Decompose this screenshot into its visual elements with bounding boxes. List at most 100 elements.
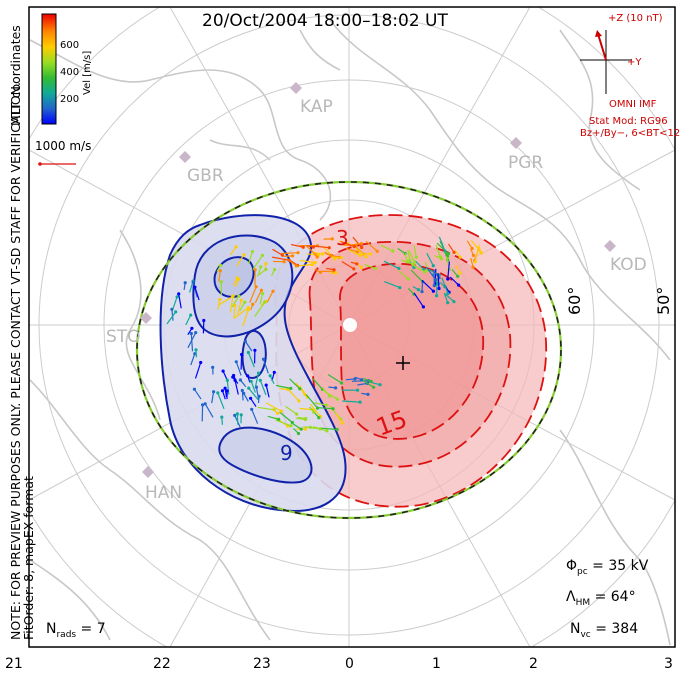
velocity-vector-origin <box>201 403 205 407</box>
velocity-vector <box>449 276 460 286</box>
velocity-vector-origin <box>334 271 338 275</box>
velocity-vector <box>259 293 264 305</box>
velocity-vector-origin <box>303 427 308 431</box>
velocity-vector-origin <box>457 283 461 287</box>
velocity-vector <box>351 243 362 246</box>
velocity-vector-origin <box>479 251 483 255</box>
velocity-vector-origin <box>246 350 250 355</box>
velocity-vector-origin <box>212 390 216 394</box>
velocity-vector-origin <box>189 313 193 317</box>
velocity-vector <box>357 382 368 386</box>
velocity-vector <box>226 380 230 395</box>
velocity-vector-origin <box>192 387 196 391</box>
velocity-vector-origin <box>282 260 286 264</box>
velocity-vector <box>262 359 269 374</box>
velocity-vector-origin <box>233 303 237 308</box>
velocity-vector <box>259 380 267 396</box>
velocity-vector-origin <box>243 300 247 304</box>
velocity-vector <box>413 245 417 258</box>
velocity-vector-origin <box>219 263 223 267</box>
pole-cross <box>396 356 410 370</box>
velocity-vector <box>410 269 424 283</box>
velocity-vector-origin <box>446 252 450 256</box>
velocity-vector <box>290 243 304 248</box>
velocity-vector <box>249 286 257 303</box>
velocity-vector-origin <box>339 381 344 385</box>
velocity-vector-origin <box>329 253 333 258</box>
velocity-vector-origin <box>294 264 298 268</box>
velocity-vector-origin <box>231 375 235 379</box>
velocity-vector-origin <box>295 412 299 416</box>
velocity-vector <box>178 293 182 309</box>
velocity-vector <box>329 405 342 420</box>
lat-label-60: 60° <box>565 287 584 315</box>
velocity-vector-origin <box>324 403 328 407</box>
colorbar-tick-600: 600 <box>60 40 79 51</box>
mlt-tick-1: 1 <box>432 656 441 672</box>
velocity-vector-origin <box>194 331 198 335</box>
velocity-vector-origin <box>240 352 244 357</box>
velocity-vector-origin <box>422 267 426 272</box>
velocity-vector-origin <box>325 429 329 433</box>
velocity-vector-origin <box>452 300 456 304</box>
velocity-vector-origin <box>432 284 436 288</box>
velocity-vector <box>248 251 253 265</box>
velocity-vector <box>257 406 275 411</box>
velocity-vector-origin <box>431 264 435 268</box>
velocity-vector-origin <box>276 411 280 415</box>
velocity-vector-origin <box>334 386 338 390</box>
velocity-vector-origin <box>202 318 206 323</box>
contour-label-9: 9 <box>280 441 293 465</box>
velocity-vector <box>384 281 401 289</box>
velocity-vector-origin <box>352 267 356 271</box>
velocity-vector <box>312 251 323 255</box>
velocity-vector-origin <box>219 280 223 284</box>
hm-boundary-dash <box>136 181 562 519</box>
velocity-vector-origin <box>233 413 237 417</box>
velocity-vector-origin <box>364 255 368 259</box>
velocity-vector-origin <box>355 262 359 266</box>
velocity-vector <box>166 311 177 325</box>
velocity-vector <box>408 251 415 263</box>
velocity-vector-origin <box>253 268 257 272</box>
velocity-vector-origin <box>471 265 475 269</box>
velocity-vector <box>285 405 298 415</box>
velocity-vector <box>335 413 343 424</box>
velocity-vector <box>247 352 255 368</box>
velocity-vector <box>342 400 361 403</box>
velocity-vector <box>410 263 425 273</box>
velocity-vector <box>194 362 202 379</box>
velocity-vector <box>407 249 411 261</box>
velocity-vector-origin <box>291 254 295 258</box>
velocity-vector <box>309 403 321 417</box>
velocity-vector-origin <box>369 379 373 383</box>
velocity-vector <box>380 244 394 252</box>
velocity-vector <box>239 301 246 312</box>
velocity-vector-origin <box>258 378 262 382</box>
velocity-vector-origin <box>358 400 362 404</box>
velocity-vector <box>265 402 282 412</box>
velocity-vector <box>234 380 239 395</box>
velocity-vector-origin <box>238 378 242 382</box>
velocity-vector <box>229 246 237 256</box>
velocity-vector-origin <box>339 256 343 260</box>
velocity-vector <box>321 387 331 397</box>
velocity-vector-origin <box>189 331 193 336</box>
imf-condition: Bz+/By−, 6<BT<12 <box>580 128 680 139</box>
velocity-vector <box>306 253 319 256</box>
velocity-vector-origin <box>452 250 456 254</box>
velocity-vector-origin <box>471 253 475 257</box>
mlt-tick-21: 21 <box>5 656 23 672</box>
velocity-vector-origin <box>456 274 460 278</box>
velocity-vector-origin <box>327 246 331 250</box>
velocity-vector <box>351 380 369 382</box>
velocity-vector-origin <box>420 290 424 294</box>
velocity-vector <box>252 254 264 270</box>
velocity-vector-origin <box>433 278 438 282</box>
velocity-vector-origin <box>431 289 435 293</box>
coordinates-note: MLT coordinates <box>8 25 23 126</box>
velocity-vector-origin <box>279 409 283 413</box>
velocity-vector <box>290 422 302 430</box>
velocity-vector-origin <box>438 255 442 259</box>
velocity-vector <box>470 240 482 254</box>
